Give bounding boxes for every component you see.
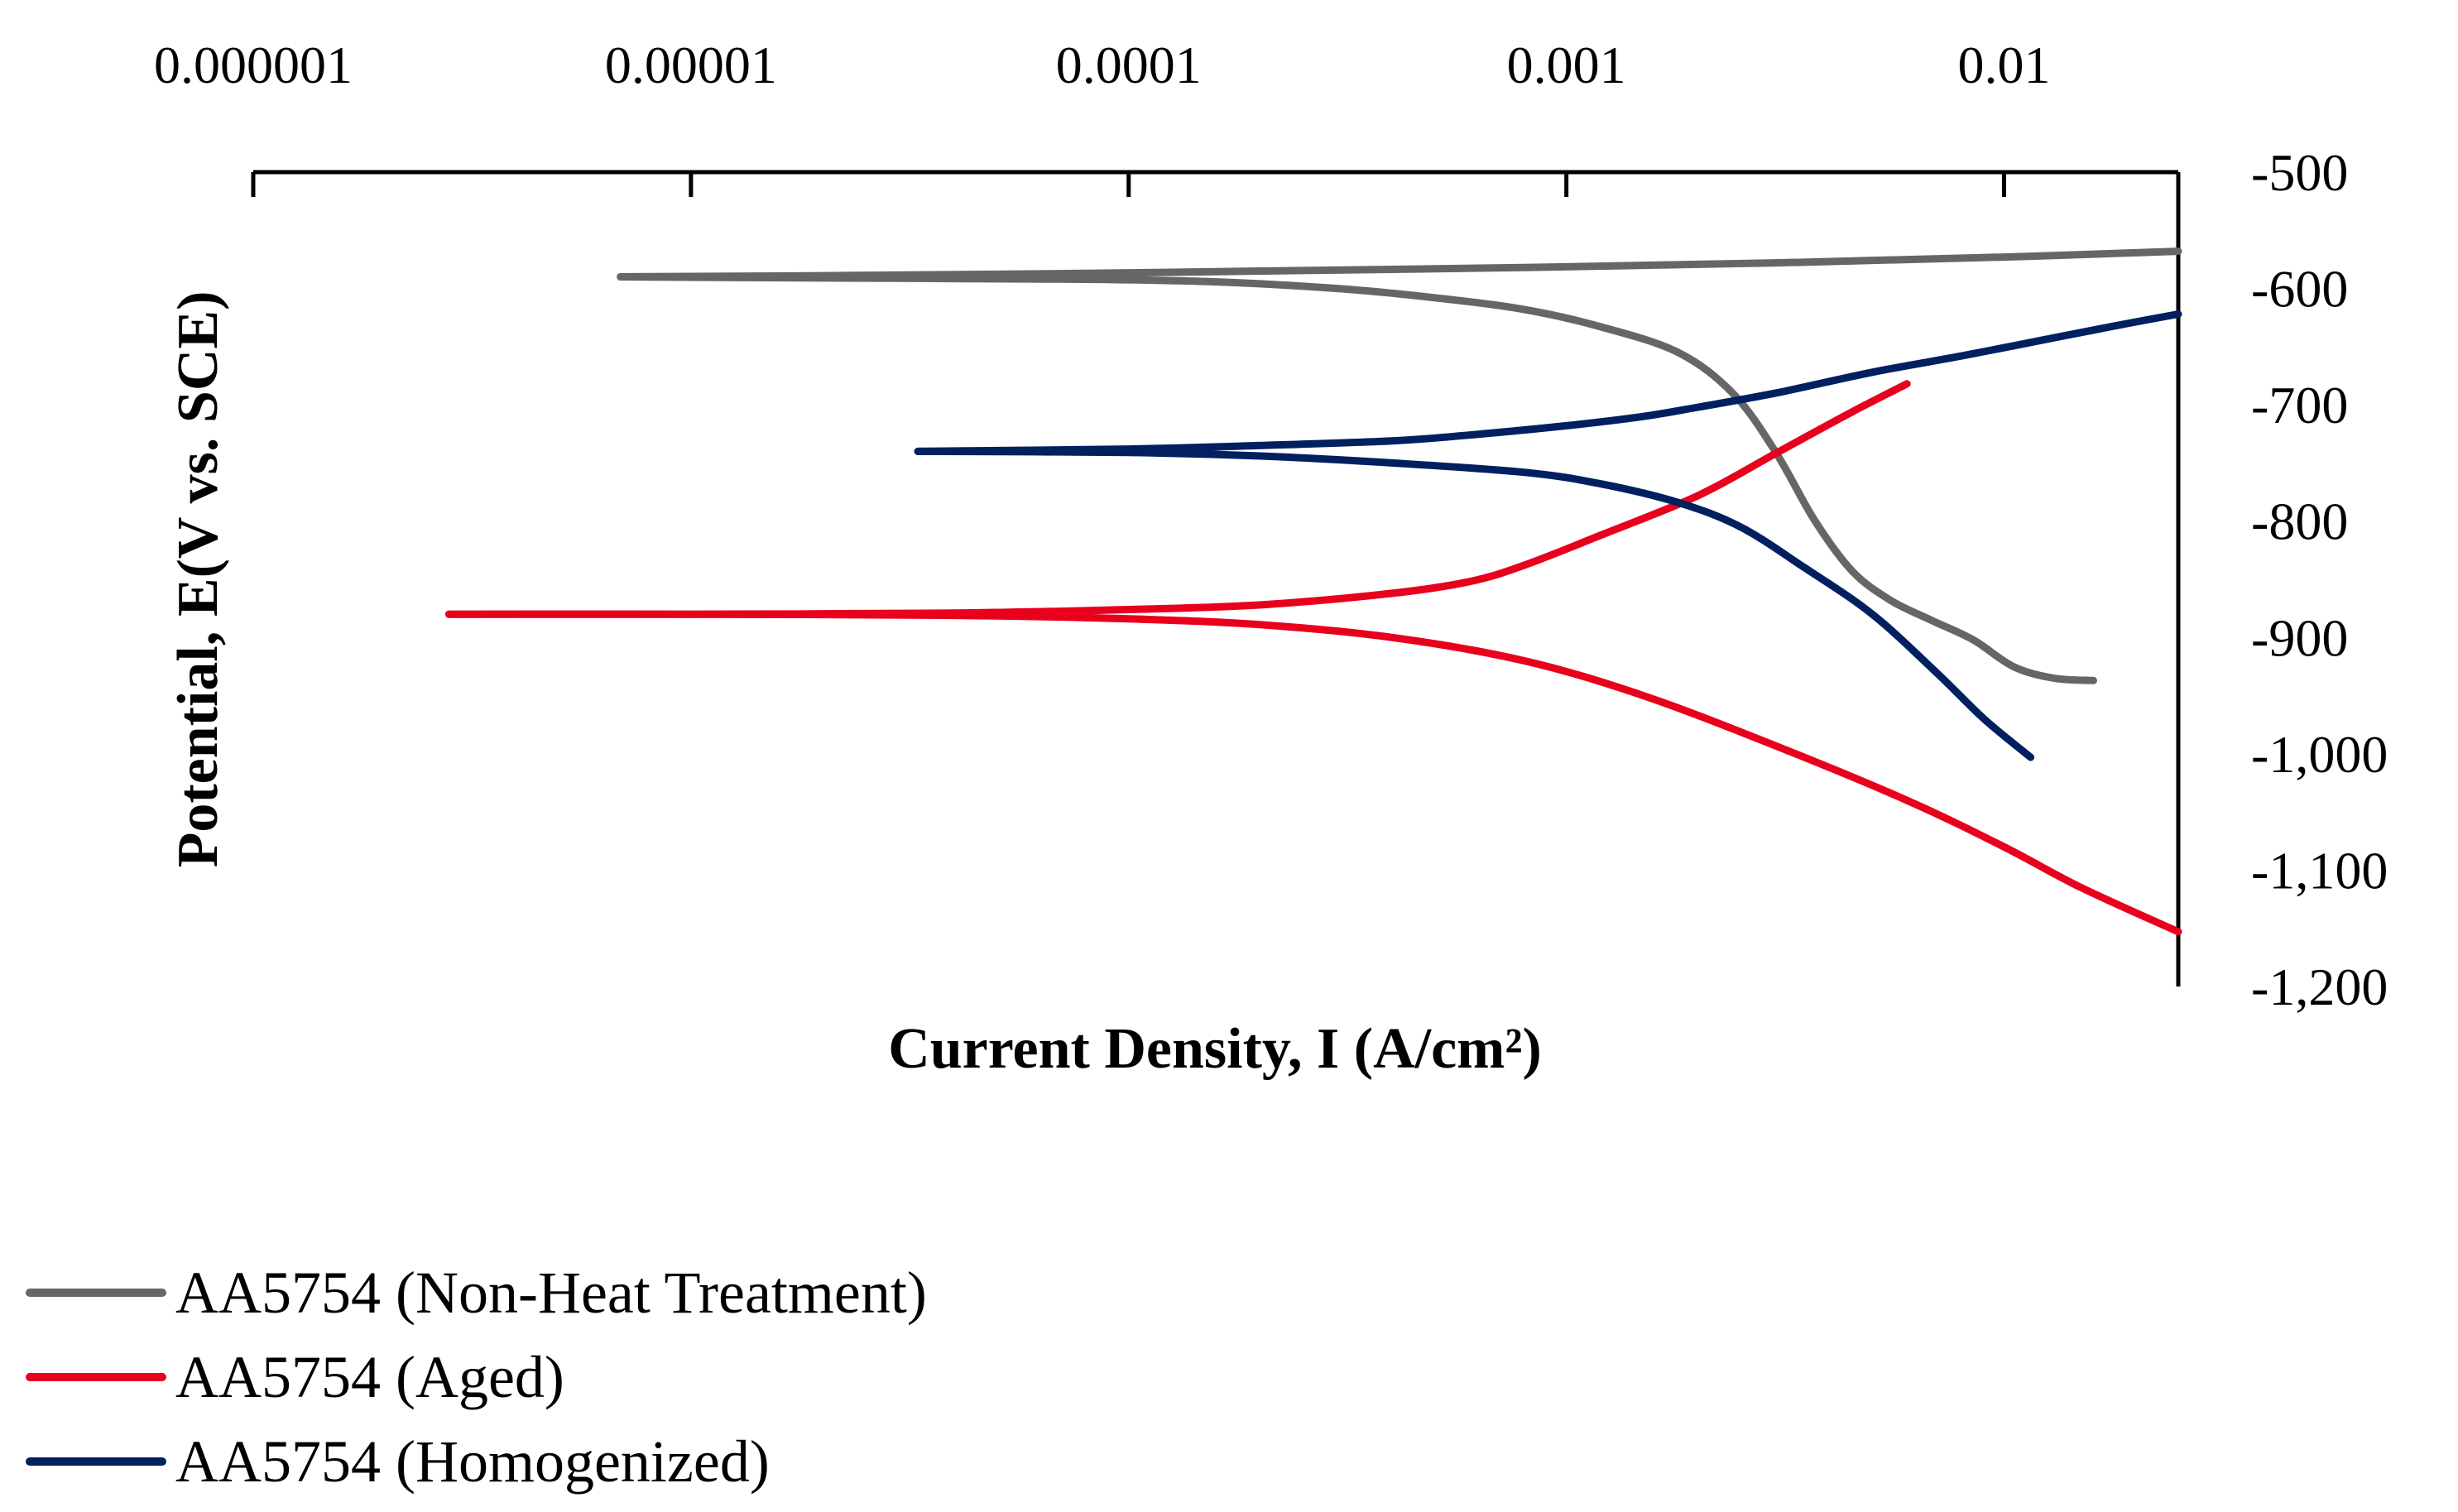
series-line-1-branch-1 — [617, 247, 2182, 281]
y-tick-label: -800 — [2251, 492, 2348, 551]
legend: AA5754 (Non-Heat Treatment) AA5754 (Aged)… — [26, 1260, 927, 1495]
series-line-1-branch-2 — [617, 273, 2097, 684]
x-tick-label: 0.001 — [1507, 36, 1626, 94]
y-axis-ticks: -500 -600 -700 -800 -900 -1,000 -1,100 -1,200 — [2251, 143, 2388, 1016]
x-tick-label: 0.01 — [1958, 36, 2051, 94]
series-line-3-branch-2 — [914, 447, 2035, 761]
x-axis-title: Current Density, I (A/cm²) — [888, 1017, 1542, 1081]
y-axis-title: Potential, E(V vs. SCE) — [166, 291, 230, 868]
x-tick-label: 0.0001 — [1056, 36, 1202, 94]
series-line-2-branch-2 — [445, 610, 2182, 936]
y-tick-label: -900 — [2251, 608, 2348, 667]
y-tick-label: -1,000 — [2251, 725, 2388, 784]
x-axis-ticks: 0.000001 0.00001 0.0001 0.001 0.01 — [154, 36, 2051, 197]
series-line-3-branch-1 — [914, 310, 2182, 455]
y-tick-label: -1,100 — [2251, 841, 2388, 900]
y-tick-label: -500 — [2251, 143, 2348, 202]
legend-label: AA5754 (Homogenized) — [175, 1428, 770, 1495]
plot-series — [445, 247, 2182, 936]
x-tick-label: 0.000001 — [154, 36, 353, 94]
y-tick-label: -1,200 — [2251, 958, 2388, 1016]
x-tick-label: 0.00001 — [605, 36, 777, 94]
y-tick-label: -600 — [2251, 260, 2348, 319]
legend-label: AA5754 (Non-Heat Treatment) — [175, 1260, 927, 1326]
series-line-2-branch-1 — [445, 380, 1911, 618]
legend-label: AA5754 (Aged) — [175, 1344, 564, 1410]
y-tick-label: -700 — [2251, 376, 2348, 434]
